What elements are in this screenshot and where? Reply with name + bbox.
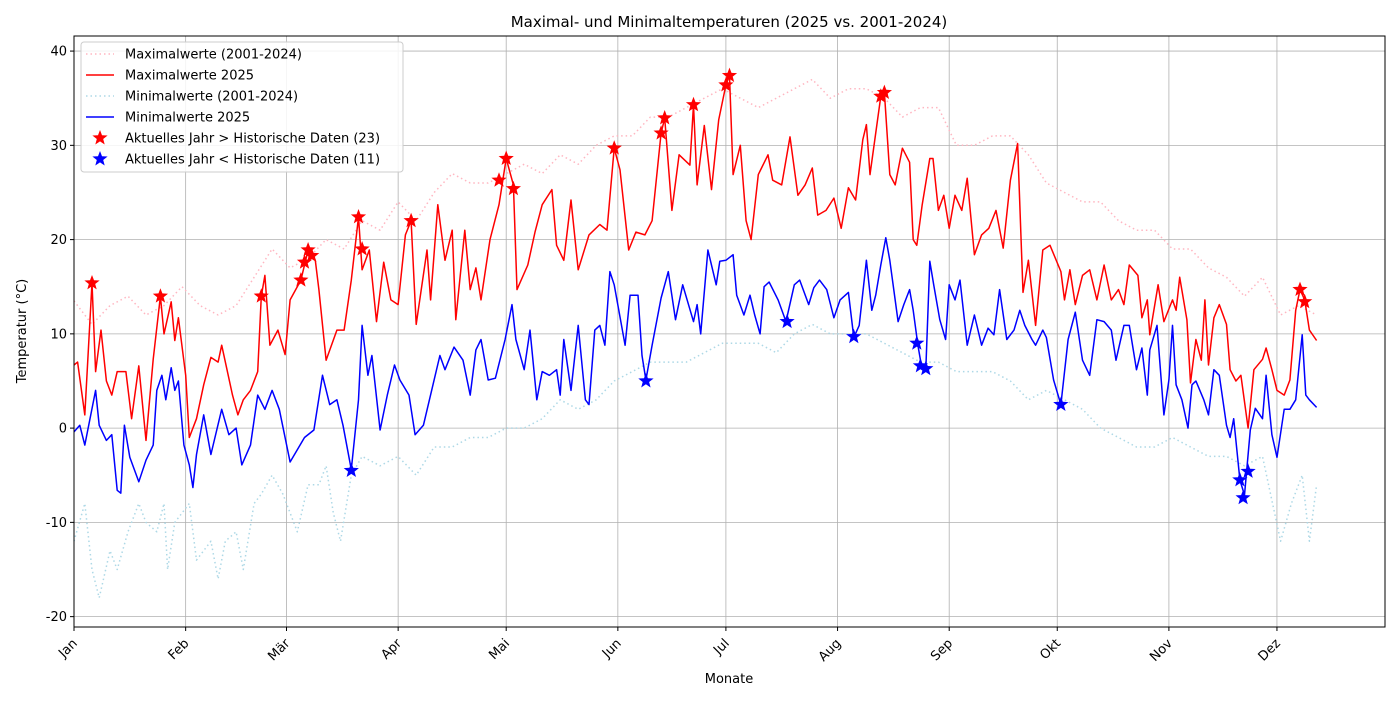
- star-marker-above: [721, 67, 738, 83]
- star-marker-above: [718, 77, 734, 92]
- y-tick-label: 10: [50, 327, 67, 342]
- x-tick-label: Sep: [928, 636, 956, 664]
- star-marker-below: [918, 360, 934, 376]
- star-marker-above: [657, 110, 673, 125]
- chart-title: Maximal- und Minimaltemperaturen (2025 v…: [511, 13, 948, 31]
- star-marker-below: [638, 373, 654, 388]
- star-marker-above: [606, 140, 622, 155]
- star-marker-above: [296, 254, 313, 269]
- x-tick-label: Aug: [816, 636, 845, 665]
- star-marker-above: [300, 242, 316, 257]
- star-marker-below: [909, 335, 925, 350]
- x-axis: Jan Feb Mär Apr Mai Jun Jul Aug Sep Okt Nov Dez: [55, 627, 1284, 665]
- star-marker-above: [354, 241, 370, 256]
- y-tick-label: -10: [46, 516, 67, 531]
- legend-star-swatch: [92, 151, 108, 166]
- y-tick-label: 40: [50, 45, 67, 60]
- x-tick-label: Jul: [710, 636, 732, 658]
- x-tick-label: Okt: [1037, 636, 1064, 663]
- star-marker-above: [403, 212, 419, 228]
- x-axis-label: Monate: [705, 672, 753, 687]
- legend-label: Minimalwerte (2001-2024): [125, 90, 298, 105]
- star-marker-above: [685, 96, 702, 112]
- y-tick-label: -20: [46, 610, 67, 625]
- legend: Maximalwerte (2001-2024) Maximalwerte 202…: [80, 41, 404, 173]
- series-line-minimalwerte-2025: [73, 236, 1318, 496]
- legend-label: Aktuelles Jahr > Historische Daten (23): [125, 132, 380, 147]
- plot-area: [73, 67, 1318, 599]
- star-marker-below: [846, 328, 862, 344]
- star-marker-above: [152, 288, 168, 303]
- series-line-minimalwerte-2001-2024-: [73, 323, 1318, 599]
- star-marker-below: [779, 313, 795, 329]
- star-marker-below: [343, 462, 359, 477]
- legend-box: [80, 41, 404, 173]
- x-tick-label: Apr: [378, 636, 405, 663]
- star-marker-above: [253, 288, 269, 303]
- star-marker-above: [653, 125, 669, 140]
- star-marker-above: [505, 180, 521, 196]
- x-tick-label: Mai: [486, 636, 513, 663]
- legend-label: Maximalwerte 2025: [125, 69, 254, 84]
- x-tick-label: Jun: [599, 636, 625, 662]
- star-marker-above: [1292, 281, 1308, 296]
- star-marker-below: [912, 357, 928, 373]
- star-marker-above: [350, 209, 367, 224]
- y-tick-label: 20: [50, 233, 67, 248]
- x-tick-label: Dez: [1256, 636, 1284, 664]
- y-axis: -20 -10 0 10 20 30 40: [46, 45, 74, 625]
- axes-frame: [73, 35, 1386, 628]
- y-tick-label: 30: [50, 139, 67, 154]
- star-marker-above: [84, 275, 100, 290]
- star-marker-below: [1053, 396, 1069, 411]
- x-tick-label: Nov: [1147, 636, 1176, 665]
- legend-label: Maximalwerte (2001-2024): [125, 48, 302, 63]
- star-marker-above: [304, 247, 320, 263]
- star-marker-above: [876, 84, 892, 99]
- x-tick-label: Mär: [265, 636, 293, 664]
- x-tick-label: Jan: [55, 636, 80, 661]
- star-marker-above: [293, 272, 309, 287]
- y-tick-label: 0: [59, 422, 67, 437]
- star-marker-above: [1297, 293, 1313, 309]
- star-marker-below: [1235, 489, 1251, 505]
- star-marker-below: [1232, 472, 1248, 487]
- legend-label: Aktuelles Jahr < Historische Daten (11): [125, 153, 380, 168]
- star-marker-above: [491, 172, 507, 187]
- star-marker-below: [1240, 463, 1256, 478]
- x-tick-label: Feb: [166, 636, 193, 663]
- legend-star-swatch: [92, 130, 108, 145]
- legend-label: Minimalwerte 2025: [125, 111, 250, 126]
- y-axis-label: Temperatur (°C): [15, 279, 30, 385]
- star-marker-above: [498, 150, 514, 165]
